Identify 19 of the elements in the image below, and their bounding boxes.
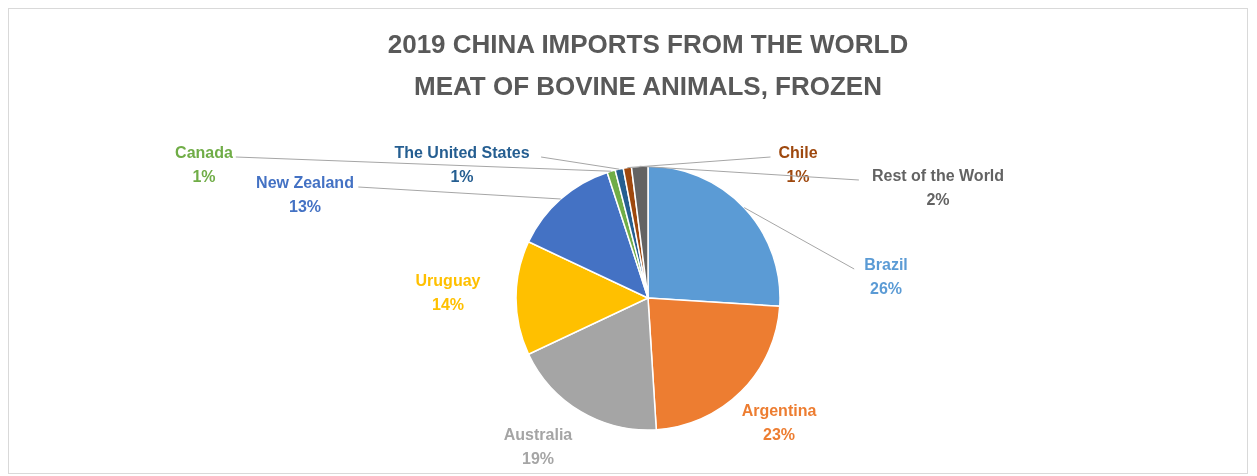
slice-label: New Zealand [256,174,354,191]
chart-title: 2019 CHINA IMPORTS FROM THE WORLD MEAT OF BOVINE ANIMALS, FROZEN [387,29,909,101]
data-label: 1% [192,168,216,185]
data-label: 14% [431,296,465,313]
data-label: 1% [786,168,810,185]
slice-label: Chile [778,144,818,161]
slice-label: Argentina [741,402,817,419]
data-label: 23% [762,426,796,443]
slice-label: Canada [175,144,233,161]
data-label: 2% [926,191,950,208]
slice-label: Uruguay [415,272,481,289]
slice-label: Rest of the World [871,167,1005,184]
slice-label: Brazil [864,256,908,273]
data-label: 26% [869,280,903,297]
data-label: 19% [521,450,555,467]
slice-label: The United States [394,144,530,161]
slice-label: Australia [503,426,573,443]
data-label: 1% [450,168,474,185]
data-label: 13% [288,198,322,215]
